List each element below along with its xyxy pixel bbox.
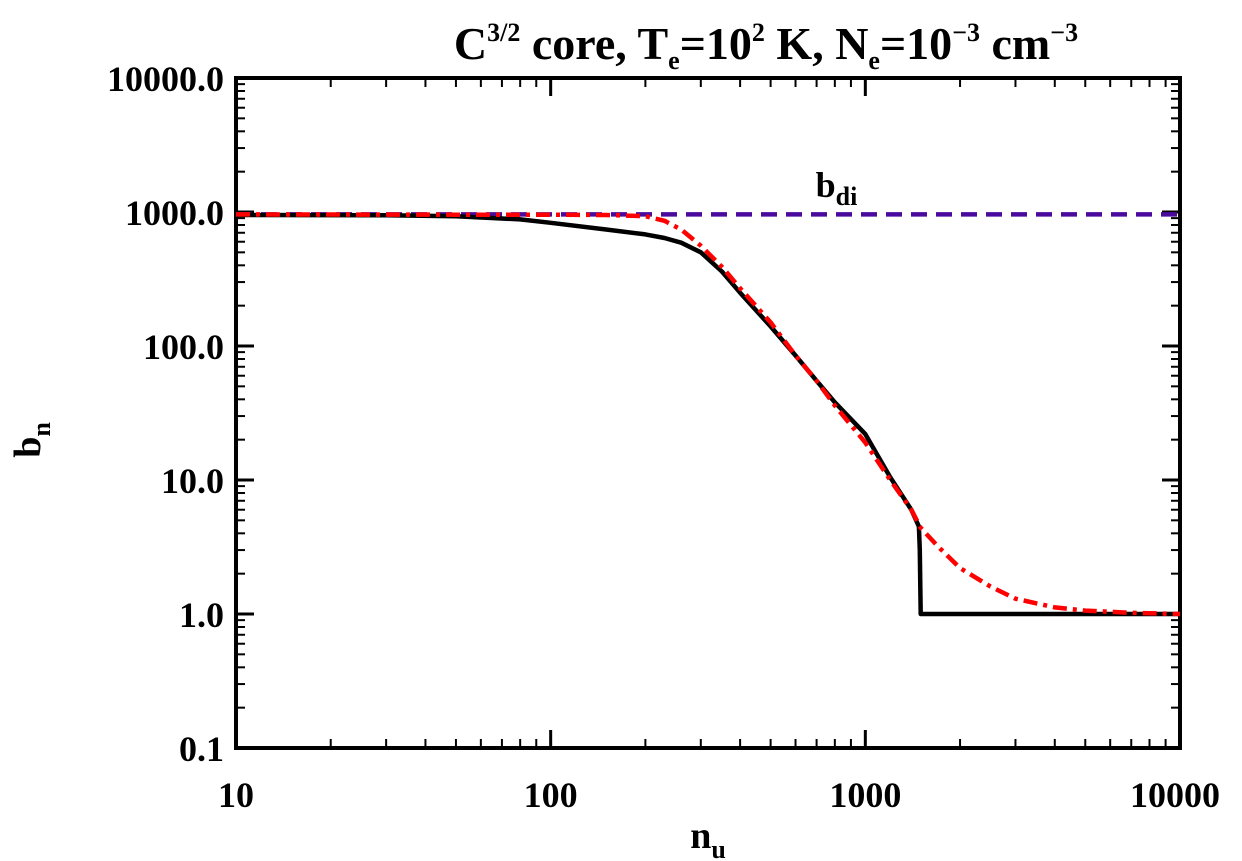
minor-ticks [236, 78, 1180, 748]
y-tick-labels: 0.1 1.0 10.0 100.0 1000.0 10000.0 [107, 59, 224, 769]
series-line-solid [235, 212, 1180, 617]
y-tick-label: 1000.0 [125, 193, 224, 233]
y-tick-label: 10.0 [161, 461, 224, 501]
y-tick-label: 0.1 [179, 729, 224, 769]
x-tick-labels: 10 100 1000 10000 [218, 775, 1220, 815]
annotation-label: bdi [816, 165, 858, 211]
annotation-layer: bdi [816, 165, 858, 211]
y-tick-label: 1.0 [179, 595, 224, 635]
chart-title: C3/2 core, Te=102 K, Ne=10−3 cm−3 [454, 18, 1078, 75]
x-tick-label: 10 [218, 775, 254, 815]
x-tick-label: 10000 [1130, 775, 1220, 815]
y-tick-label: 100.0 [143, 327, 224, 367]
x-tick-label: 100 [524, 775, 578, 815]
x-tick-label: 1000 [829, 775, 901, 815]
y-axis-label: bn [7, 422, 56, 458]
y-tick-label: 10000.0 [107, 59, 224, 99]
x-axis-label: nu [690, 815, 726, 861]
series-layer [235, 212, 1181, 617]
plot-frame [234, 76, 1182, 750]
major-ticks [234, 76, 1182, 750]
series-line-dashdot [235, 212, 1181, 617]
